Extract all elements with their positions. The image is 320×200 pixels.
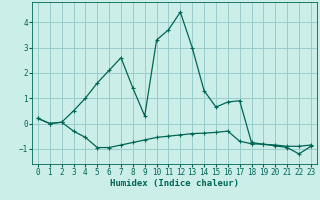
- X-axis label: Humidex (Indice chaleur): Humidex (Indice chaleur): [110, 179, 239, 188]
